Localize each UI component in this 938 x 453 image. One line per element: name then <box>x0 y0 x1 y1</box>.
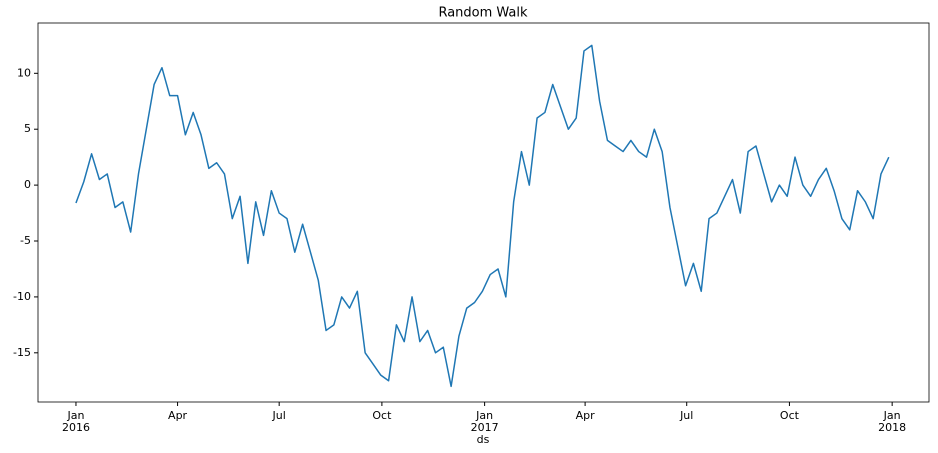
x-tick-label: Apr <box>576 409 596 422</box>
x-tick-label: Jan <box>66 409 84 422</box>
x-tick-label: 2018 <box>878 421 906 434</box>
plot-frame <box>37 22 930 403</box>
y-tick-label: 10 <box>17 66 31 79</box>
chart-title: Random Walk <box>438 6 528 21</box>
y-tick-label: 5 <box>24 122 31 135</box>
y-tick-label: -10 <box>13 290 31 303</box>
x-tick-label: Jul <box>679 409 693 422</box>
x-tick-label: Jan <box>883 409 901 422</box>
x-tick-label: 2017 <box>471 421 499 434</box>
x-tick-label: Jul <box>272 409 286 422</box>
x-tick-label: Jan <box>475 409 493 422</box>
y-tick-label: 0 <box>24 178 31 191</box>
y-tick-label: -15 <box>13 346 31 359</box>
series-line <box>75 44 890 388</box>
x-tick-label: Oct <box>372 409 392 422</box>
x-tick-label: Apr <box>168 409 188 422</box>
x-axis-label: ds <box>477 433 490 446</box>
x-tick-label: Oct <box>780 409 800 422</box>
x-tick-label: 2016 <box>62 421 90 434</box>
y-tick-label: -5 <box>20 234 31 247</box>
